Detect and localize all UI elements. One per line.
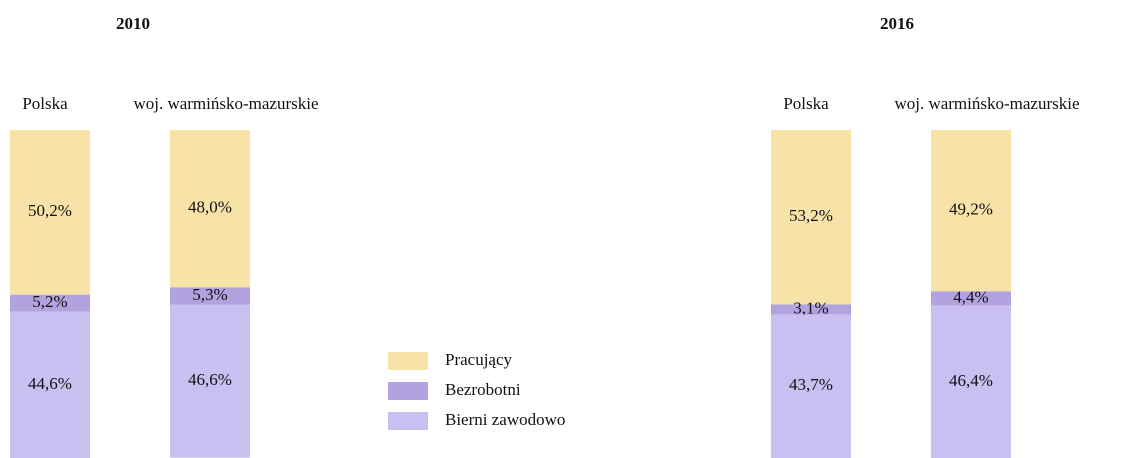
value-label: 46,6% bbox=[188, 370, 232, 389]
legend-swatch bbox=[388, 352, 428, 370]
bar-segment bbox=[170, 304, 250, 458]
legend-swatch bbox=[388, 412, 428, 430]
bar-segment bbox=[771, 314, 851, 458]
value-label: 48,0% bbox=[188, 198, 232, 217]
value-label: 53,2% bbox=[789, 206, 833, 225]
bar-segment bbox=[931, 305, 1011, 458]
value-label: 49,2% bbox=[949, 200, 993, 219]
legend-swatch bbox=[388, 382, 428, 400]
legend-label: Bezrobotni bbox=[445, 380, 521, 399]
bar-segment bbox=[10, 311, 90, 458]
value-label: 4,4% bbox=[953, 287, 988, 306]
value-label: 3,1% bbox=[793, 298, 828, 317]
bar-segment bbox=[771, 130, 851, 305]
legend-label: Bierni zawodowo bbox=[445, 410, 565, 429]
category-label: woj. warmińsko-mazurskie bbox=[894, 94, 1079, 113]
value-label: 43,7% bbox=[789, 375, 833, 394]
bar-segment bbox=[931, 291, 1011, 306]
legend-label: Pracujący bbox=[445, 350, 513, 369]
bar-segment bbox=[771, 304, 851, 315]
category-label: woj. warmińsko-mazurskie bbox=[133, 94, 318, 113]
value-label: 50,2% bbox=[28, 201, 72, 220]
bar-segment bbox=[931, 130, 1011, 292]
bar-segment bbox=[10, 294, 90, 312]
value-label: 46,4% bbox=[949, 371, 993, 390]
chart-title: 2010 bbox=[116, 14, 150, 33]
bar-segment bbox=[170, 130, 250, 288]
value-label: 5,3% bbox=[192, 285, 227, 304]
value-label: 5,2% bbox=[32, 292, 67, 311]
category-label: Polska bbox=[783, 94, 829, 113]
value-label: 44,6% bbox=[28, 374, 72, 393]
category-label: Polska bbox=[22, 94, 68, 113]
bar-segment bbox=[170, 287, 250, 305]
chart-title: 2016 bbox=[880, 14, 914, 33]
bar-segment bbox=[10, 130, 90, 295]
